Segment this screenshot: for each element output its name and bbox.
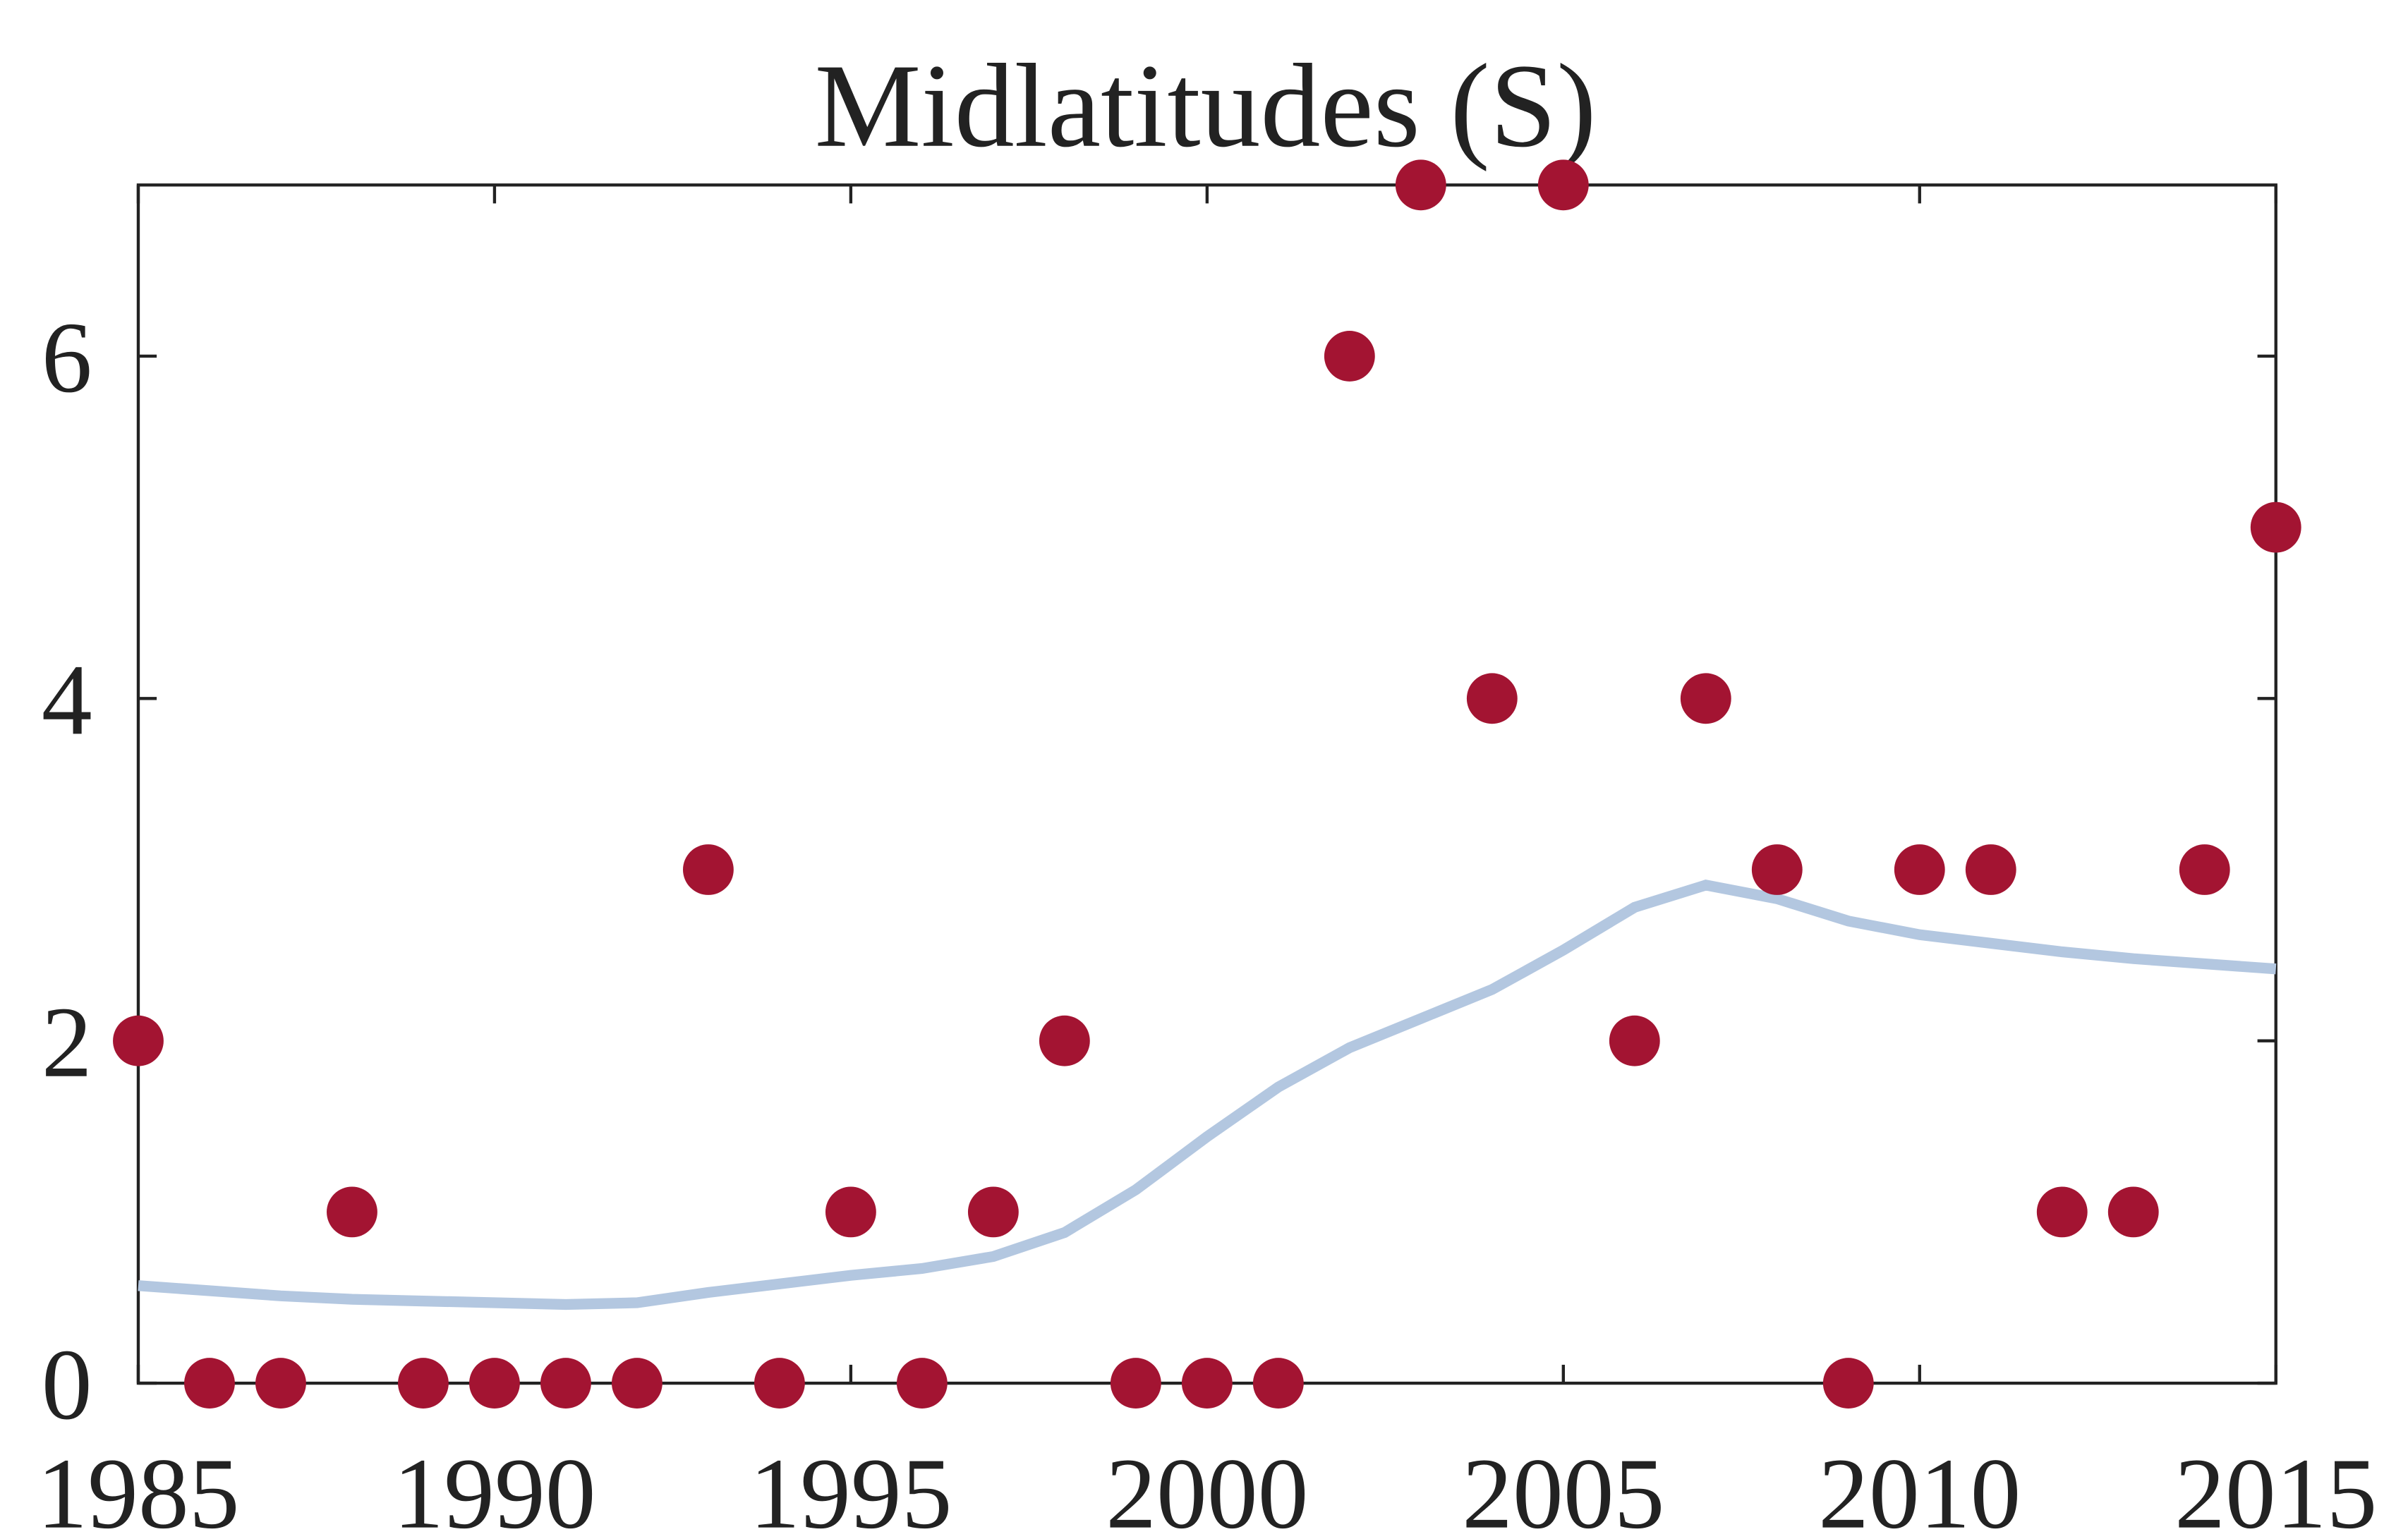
plot-frame: [136, 183, 2277, 1385]
data-point: [2179, 844, 2230, 895]
x-tick-label: 2005: [1462, 1438, 1664, 1539]
data-point: [1252, 1358, 1304, 1409]
x-tick-label: 2000: [1106, 1438, 1308, 1539]
data-point: [1395, 159, 1446, 211]
data-point: [682, 844, 734, 895]
data-point: [2107, 1186, 2159, 1238]
chart-title: Midlatitudes (S): [815, 39, 1597, 172]
x-tick-label: 1995: [749, 1438, 952, 1539]
y-tick-label: 0: [42, 1329, 92, 1441]
data-point: [255, 1358, 306, 1409]
data-point: [113, 1015, 164, 1066]
data-point: [398, 1358, 449, 1409]
data-point: [754, 1358, 805, 1409]
x-tick-label: 1985: [37, 1438, 239, 1539]
x-tick-label: 2010: [1818, 1438, 2021, 1539]
data-point: [1466, 673, 1518, 724]
x-tick-label: 2015: [2174, 1438, 2377, 1539]
data-point: [1181, 1358, 1233, 1409]
data-point: [1751, 844, 1803, 895]
x-tick-label: 1990: [393, 1438, 595, 1539]
data-point: [1324, 331, 1375, 382]
data-point: [540, 1358, 591, 1409]
y-tick-label: 4: [42, 644, 92, 756]
y-tick-label: 6: [42, 302, 92, 414]
data-point: [469, 1358, 520, 1409]
data-point: [2250, 501, 2301, 553]
data-point: [825, 1186, 876, 1238]
data-point: [1039, 1015, 1090, 1066]
data-point: [1822, 1358, 1874, 1409]
y-tick-label: 2: [42, 987, 92, 1099]
trend-line: [138, 880, 2277, 1310]
data-point: [1609, 1015, 1660, 1066]
data-point: [1680, 673, 1731, 724]
data-point: [327, 1186, 377, 1238]
data-point: [1537, 159, 1589, 211]
data-point: [967, 1186, 1019, 1238]
data-point: [2036, 1186, 2088, 1238]
data-point: [896, 1358, 948, 1409]
data-point: [612, 1358, 662, 1409]
data-point: [1965, 844, 2016, 895]
data-point: [184, 1358, 235, 1409]
data-point: [1894, 844, 1945, 895]
data-point: [1110, 1358, 1161, 1409]
